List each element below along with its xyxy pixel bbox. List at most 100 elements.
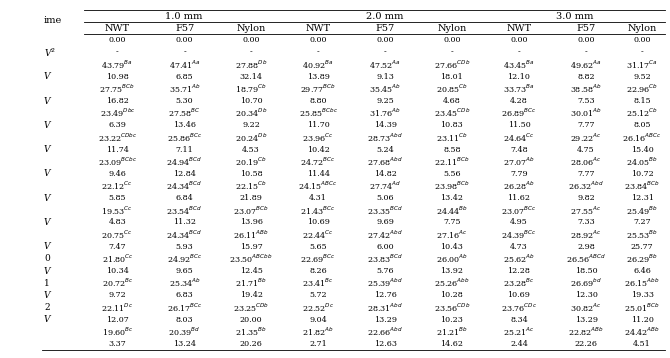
Text: 0.00: 0.00 (176, 37, 194, 44)
Text: 11.44: 11.44 (307, 170, 330, 178)
Text: 7.53: 7.53 (578, 97, 595, 105)
Text: 35.71$^{Ab}$: 35.71$^{Ab}$ (169, 83, 200, 95)
Text: 11.74: 11.74 (106, 146, 129, 154)
Text: 7.48: 7.48 (510, 146, 528, 154)
Text: 10.69: 10.69 (307, 218, 330, 227)
Text: 20.00: 20.00 (240, 316, 263, 324)
Text: 11.50: 11.50 (508, 121, 531, 129)
Text: 47.52$^{Aa}$: 47.52$^{Aa}$ (369, 58, 401, 71)
Text: 7.75: 7.75 (443, 218, 460, 227)
Text: 24.42$^{ABb}$: 24.42$^{ABb}$ (624, 325, 660, 338)
Text: 0.00: 0.00 (578, 37, 595, 44)
Text: 28.06$^{Ac}$: 28.06$^{Ac}$ (570, 156, 602, 168)
Text: 21.82$^{Ab}$: 21.82$^{Ab}$ (302, 325, 334, 338)
Text: 21.43$^{BCc}$: 21.43$^{BCc}$ (300, 204, 336, 217)
Text: 0.00: 0.00 (377, 37, 394, 44)
Text: 13.89: 13.89 (307, 73, 330, 81)
Text: 8.03: 8.03 (176, 316, 194, 324)
Text: -: - (450, 48, 453, 57)
Text: 0.00: 0.00 (510, 37, 528, 44)
Text: 23.83$^{BCd}$: 23.83$^{BCd}$ (367, 253, 403, 265)
Text: 24.44$^{Bb}$: 24.44$^{Bb}$ (436, 204, 468, 217)
Text: 21.89: 21.89 (240, 194, 263, 202)
Text: 26.69$^{bd}$: 26.69$^{bd}$ (570, 277, 602, 289)
Text: 27.42$^{Abd}$: 27.42$^{Abd}$ (367, 228, 403, 241)
Text: 7.33: 7.33 (578, 218, 595, 227)
Text: 27.58$^{BC}$: 27.58$^{BC}$ (168, 107, 201, 120)
Text: 33.73$^{Ba}$: 33.73$^{Ba}$ (503, 83, 535, 95)
Text: -: - (183, 48, 186, 57)
Text: 4.31: 4.31 (310, 194, 327, 202)
Text: 23.22$^{CDbc}$: 23.22$^{CDbc}$ (98, 131, 137, 144)
Text: 9.65: 9.65 (176, 267, 194, 275)
Text: 23.09$^{BCbc}$: 23.09$^{BCbc}$ (98, 156, 137, 168)
Text: 12.84: 12.84 (173, 170, 196, 178)
Text: 0.00: 0.00 (243, 37, 260, 44)
Text: 18.01: 18.01 (440, 73, 463, 81)
Text: 6.85: 6.85 (176, 73, 194, 81)
Text: 0: 0 (44, 255, 50, 263)
Text: V: V (44, 194, 50, 203)
Text: 12.31: 12.31 (630, 194, 654, 202)
Text: 20.34$^{Db}$: 20.34$^{Db}$ (234, 107, 267, 120)
Text: 6.39: 6.39 (109, 121, 127, 129)
Text: 27.88$^{Db}$: 27.88$^{Db}$ (235, 58, 267, 71)
Text: 25.21$^{Ac}$: 25.21$^{Ac}$ (503, 325, 535, 338)
Text: V$^{2}$: V$^{2}$ (44, 46, 56, 59)
Text: V: V (44, 218, 50, 227)
Text: 35.45$^{Ab}$: 35.45$^{Ab}$ (369, 83, 401, 95)
Text: -: - (585, 48, 588, 57)
Text: 23.41$^{Bc}$: 23.41$^{Bc}$ (302, 277, 334, 289)
Text: 1.0 mm: 1.0 mm (165, 11, 202, 20)
Text: 43.45$^{Ba}$: 43.45$^{Ba}$ (503, 58, 535, 71)
Text: 25.49$^{Bb}$: 25.49$^{Bb}$ (626, 204, 658, 217)
Text: 43.79$^{Ba}$: 43.79$^{Ba}$ (101, 58, 133, 71)
Text: 20.39$^{Bd}$: 20.39$^{Bd}$ (168, 325, 201, 338)
Text: -: - (517, 48, 521, 57)
Text: 9.22: 9.22 (242, 121, 260, 129)
Text: 47.41$^{Aa}$: 47.41$^{Aa}$ (169, 58, 200, 71)
Text: 8.58: 8.58 (443, 146, 460, 154)
Text: 38.58$^{Ab}$: 38.58$^{Ab}$ (570, 83, 602, 95)
Text: 20.75$^{Cc}$: 20.75$^{Cc}$ (101, 228, 133, 241)
Text: 26.29$^{Bb}$: 26.29$^{Bb}$ (626, 253, 658, 265)
Text: 7.11: 7.11 (176, 146, 194, 154)
Text: 25.86$^{BCc}$: 25.86$^{BCc}$ (167, 131, 202, 144)
Text: 4.95: 4.95 (510, 218, 528, 227)
Text: Nylon: Nylon (628, 24, 657, 33)
Text: 14.39: 14.39 (374, 121, 397, 129)
Text: 23.84$^{BCb}$: 23.84$^{BCb}$ (624, 180, 660, 192)
Text: 6.00: 6.00 (377, 243, 394, 251)
Text: 10.70: 10.70 (240, 97, 263, 105)
Text: 30.82$^{Ac}$: 30.82$^{Ac}$ (570, 301, 602, 314)
Text: 26.16$^{ABCc}$: 26.16$^{ABCc}$ (622, 131, 662, 144)
Text: 22.96$^{Cb}$: 22.96$^{Cb}$ (626, 83, 658, 95)
Text: 14.62: 14.62 (440, 340, 463, 348)
Text: 22.66$^{Abd}$: 22.66$^{Abd}$ (367, 325, 403, 338)
Text: 9.52: 9.52 (633, 73, 651, 81)
Text: 13.92: 13.92 (440, 267, 463, 275)
Text: 32.14: 32.14 (240, 73, 263, 81)
Text: 7.77: 7.77 (578, 170, 595, 178)
Text: V: V (44, 97, 50, 106)
Text: 0.00: 0.00 (633, 37, 651, 44)
Text: 20.19$^{Cb}$: 20.19$^{Cb}$ (235, 156, 267, 168)
Text: 14.82: 14.82 (374, 170, 397, 178)
Text: 25.12$^{Cb}$: 25.12$^{Cb}$ (626, 107, 658, 120)
Text: 9.69: 9.69 (377, 218, 394, 227)
Text: 27.74$^{Ad}$: 27.74$^{Ad}$ (369, 180, 401, 192)
Text: 9.82: 9.82 (578, 194, 595, 202)
Text: 22.15$^{Cb}$: 22.15$^{Cb}$ (235, 180, 267, 192)
Text: 11.62: 11.62 (507, 194, 531, 202)
Text: 23.96$^{Cc}$: 23.96$^{Cc}$ (302, 131, 334, 144)
Text: 26.56$^{ABCd}$: 26.56$^{ABCd}$ (566, 253, 606, 265)
Text: 10.34: 10.34 (106, 267, 129, 275)
Text: 4.83: 4.83 (109, 218, 127, 227)
Text: 0.00: 0.00 (310, 37, 327, 44)
Text: 25.01$^{BCb}$: 25.01$^{BCb}$ (624, 301, 660, 314)
Text: 15.97: 15.97 (240, 243, 263, 251)
Text: 12.30: 12.30 (575, 291, 598, 299)
Text: 12.28: 12.28 (507, 267, 531, 275)
Text: 4.51: 4.51 (633, 340, 651, 348)
Text: 10.23: 10.23 (440, 316, 463, 324)
